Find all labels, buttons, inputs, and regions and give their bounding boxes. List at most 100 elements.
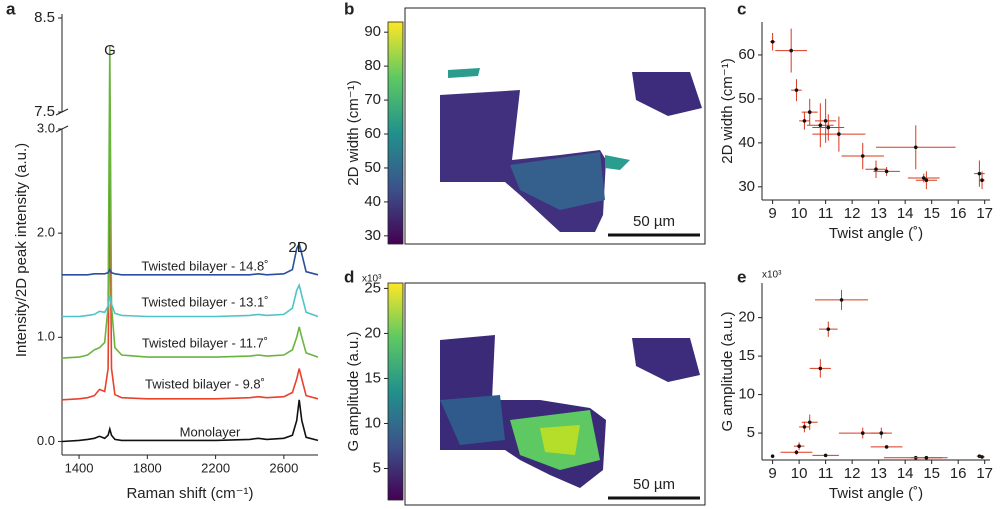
label: 7.5 bbox=[34, 103, 55, 120]
label: 3.0 bbox=[37, 120, 55, 135]
label: 90 bbox=[364, 23, 381, 40]
label: 50 bbox=[364, 159, 381, 176]
point bbox=[802, 119, 807, 123]
point bbox=[921, 176, 926, 180]
label: 11 bbox=[818, 465, 834, 482]
label: 50 bbox=[738, 90, 755, 107]
label: 5 bbox=[747, 424, 755, 441]
label: 70 bbox=[364, 91, 381, 108]
panel-label: c bbox=[737, 0, 746, 18]
point bbox=[924, 455, 929, 460]
label: Raman shift (cm⁻¹) bbox=[126, 485, 253, 502]
point bbox=[860, 154, 865, 158]
point bbox=[818, 123, 823, 128]
series-label: Twisted bilayer - 11.7˚ bbox=[142, 335, 268, 350]
label: Intensity/2D peak intensity (a.u.) bbox=[13, 143, 30, 357]
colorbar bbox=[387, 21, 404, 245]
point bbox=[980, 178, 984, 183]
label: 1400 bbox=[65, 460, 94, 475]
label: 17 bbox=[976, 465, 993, 482]
label: 17 bbox=[976, 205, 993, 222]
label: 0.0 bbox=[37, 433, 55, 448]
label: G bbox=[104, 42, 116, 59]
point bbox=[826, 327, 831, 331]
label: 16 bbox=[950, 205, 967, 222]
point bbox=[807, 110, 812, 114]
point bbox=[839, 298, 844, 302]
series-label: Twisted bilayer - 14.8˚ bbox=[141, 258, 268, 273]
label: 10 bbox=[364, 414, 381, 431]
label: 30 bbox=[364, 227, 381, 244]
point bbox=[860, 431, 865, 435]
label: 10 bbox=[791, 205, 808, 222]
label: 2D width (cm⁻¹) bbox=[719, 58, 736, 163]
point bbox=[823, 119, 828, 123]
point bbox=[837, 132, 841, 136]
label: 40 bbox=[364, 193, 381, 210]
label: 1.0 bbox=[37, 329, 55, 344]
label: G amplitude (a.u.) bbox=[345, 331, 362, 451]
label: 60 bbox=[738, 46, 755, 63]
point bbox=[797, 444, 801, 448]
label: 9 bbox=[768, 465, 776, 482]
map-image bbox=[404, 282, 706, 506]
panel-label: a bbox=[6, 0, 16, 18]
spectrum-line bbox=[61, 46, 319, 359]
label: 2D width (cm⁻¹) bbox=[345, 80, 362, 185]
series-label: Twisted bilayer - 9.8˚ bbox=[145, 376, 265, 391]
label: 1800 bbox=[133, 460, 162, 475]
label: 5 bbox=[373, 459, 381, 476]
label: 12 bbox=[844, 205, 861, 222]
label: 8.5 bbox=[34, 9, 55, 26]
label: 80 bbox=[364, 57, 381, 74]
label: 50 µm bbox=[633, 213, 675, 230]
label: 2D bbox=[288, 239, 307, 256]
point bbox=[794, 450, 799, 455]
label: 10 bbox=[791, 465, 808, 482]
label: 9 bbox=[768, 205, 776, 222]
colorbar bbox=[387, 282, 404, 501]
spectrum-line bbox=[62, 241, 319, 276]
label: x10³ bbox=[762, 270, 782, 281]
series-label: Twisted bilayer - 13.1˚ bbox=[141, 294, 268, 309]
point bbox=[884, 169, 889, 174]
label: 16 bbox=[950, 465, 967, 482]
label: 2.0 bbox=[37, 225, 55, 240]
spectrum-line bbox=[61, 170, 319, 401]
point bbox=[807, 420, 812, 425]
point bbox=[802, 425, 807, 429]
label: 14 bbox=[897, 465, 914, 482]
point bbox=[977, 171, 982, 176]
label: 13 bbox=[870, 205, 887, 222]
map-image bbox=[404, 7, 706, 245]
label: 11 bbox=[818, 205, 834, 222]
label: 20 bbox=[738, 309, 755, 326]
label: 30 bbox=[738, 178, 755, 195]
label: 10 bbox=[738, 386, 755, 403]
point bbox=[794, 88, 799, 92]
label: 15 bbox=[738, 347, 755, 364]
series-label: Monolayer bbox=[180, 424, 241, 439]
label: Twist angle (˚) bbox=[829, 225, 923, 242]
label: 60 bbox=[364, 125, 381, 142]
point bbox=[826, 125, 831, 130]
label: 15 bbox=[923, 465, 940, 482]
point bbox=[874, 167, 878, 172]
point bbox=[879, 431, 884, 435]
label: 25 bbox=[364, 279, 381, 296]
point bbox=[913, 145, 918, 150]
panel-label: d bbox=[344, 267, 354, 286]
label: 2200 bbox=[201, 460, 230, 475]
spectrum-line bbox=[61, 399, 319, 443]
label: x10³ bbox=[362, 274, 382, 285]
label: 50 µm bbox=[633, 476, 675, 493]
label: Twist angle (˚) bbox=[829, 485, 923, 502]
point bbox=[823, 453, 828, 458]
spectrum-line bbox=[62, 282, 319, 318]
label: 14 bbox=[897, 205, 914, 222]
point bbox=[884, 445, 889, 449]
point bbox=[789, 48, 793, 53]
point bbox=[924, 178, 929, 183]
label: 20 bbox=[364, 324, 381, 341]
